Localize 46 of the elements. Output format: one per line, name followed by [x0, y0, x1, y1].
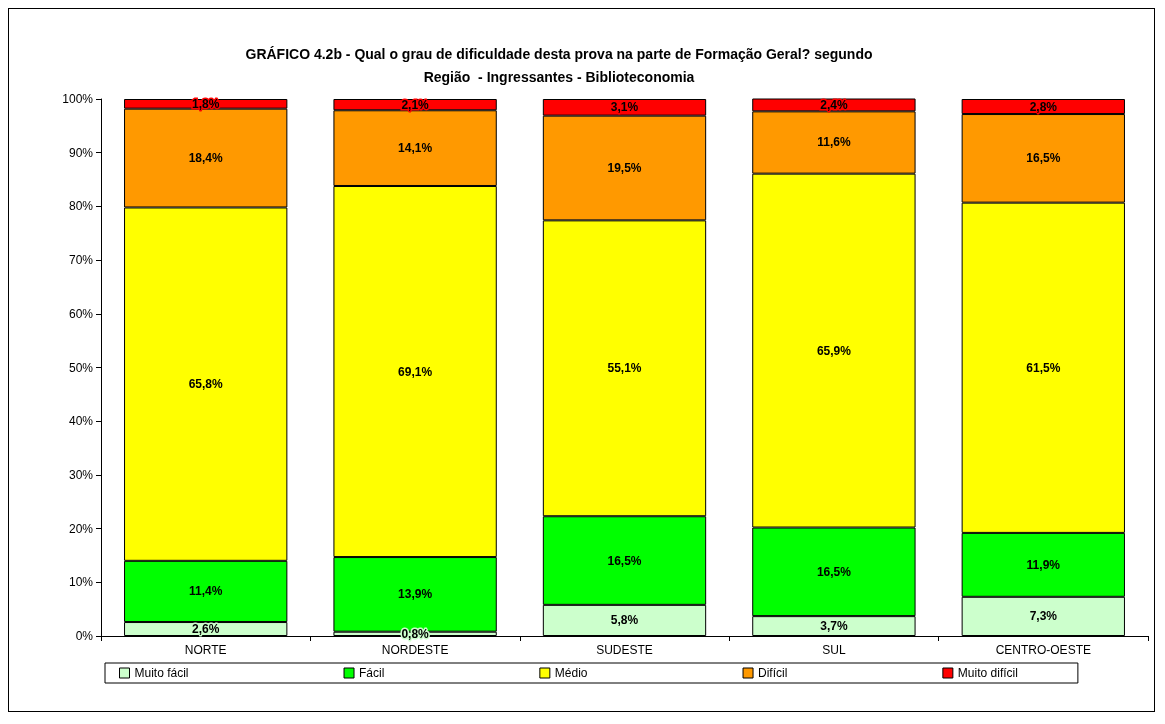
y-tick-label: 0% [75, 629, 94, 643]
legend-label: Médio [554, 666, 588, 680]
x-tick-label: SUL [822, 643, 846, 657]
y-tick-label: 10% [68, 575, 94, 590]
data-label: 2,8% [1029, 99, 1058, 114]
y-tick-label: 70% [68, 253, 94, 268]
legend-label: Muito difícil [957, 666, 1018, 680]
legend-label: Fácil [359, 666, 385, 680]
x-tick-label: CENTRO-OESTE [995, 643, 1091, 657]
data-label: 18,4% [188, 151, 224, 166]
data-label: 3,1% [610, 100, 639, 115]
data-label: 11,4% [189, 584, 223, 599]
y-tick-label: 30% [68, 467, 94, 482]
data-label: 55,1% [607, 361, 642, 376]
data-label: 19,5% [607, 161, 642, 175]
data-label: 1,8% [192, 96, 220, 111]
y-tick-label: 40% [68, 414, 94, 429]
data-label: 14,1% [398, 141, 433, 156]
y-tick-label: 60% [68, 306, 94, 321]
data-label: 13,9% [398, 587, 433, 602]
y-tick-label: 80% [68, 199, 94, 214]
data-label: 61,5% [1026, 360, 1061, 375]
x-tick-label: SUDESTE [596, 643, 653, 657]
data-label: 2,4% [820, 97, 848, 112]
data-label: 16,5% [816, 564, 852, 579]
data-label: 16,5% [607, 553, 642, 568]
chart-title: GRÁFICO 4.2b - Qual o grau de dificuldade desta prova na parte de Formação Geral? segundo Região - Ingressantes - Biblioteconomia [245, 45, 873, 85]
x-tick-label: NORDESTE [381, 643, 449, 657]
data-label: 2,6% [192, 622, 220, 637]
data-label: 65,9% [816, 343, 852, 358]
data-label: 11,6% [817, 135, 851, 150]
data-label: 3,7% [820, 619, 848, 634]
data-label: 69,1% [398, 364, 433, 379]
legend-label: Difícil [758, 666, 788, 680]
data-label: 2,1% [401, 97, 430, 112]
y-tick-label: 50% [68, 360, 94, 375]
data-label: 16,5% [1026, 151, 1061, 166]
data-label: 5,8% [610, 613, 639, 628]
data-label: 7,3% [1029, 609, 1058, 624]
legend-label: Muito fácil [134, 666, 189, 680]
data-label: 65,8% [188, 377, 224, 392]
data-label: 11,9% [1026, 557, 1061, 572]
x-tick-label: NORTE [184, 643, 227, 657]
y-tick-label: 90% [68, 145, 94, 160]
y-tick-label: 100% [62, 92, 94, 106]
y-tick-label: 20% [68, 521, 94, 536]
